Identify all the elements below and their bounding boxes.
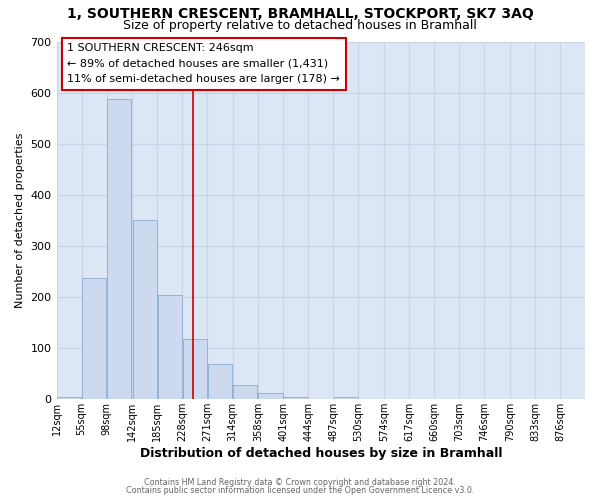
Text: Contains HM Land Registry data © Crown copyright and database right 2024.: Contains HM Land Registry data © Crown c… bbox=[144, 478, 456, 487]
Bar bbox=[283, 396, 308, 400]
Bar bbox=[182, 339, 207, 400]
Bar bbox=[208, 364, 232, 400]
Text: Size of property relative to detached houses in Bramhall: Size of property relative to detached ho… bbox=[123, 18, 477, 32]
Bar bbox=[259, 392, 283, 400]
Bar bbox=[133, 220, 157, 400]
Bar bbox=[107, 98, 131, 400]
Bar bbox=[57, 396, 82, 400]
Text: 1, SOUTHERN CRESCENT, BRAMHALL, STOCKPORT, SK7 3AQ: 1, SOUTHERN CRESCENT, BRAMHALL, STOCKPOR… bbox=[67, 8, 533, 22]
X-axis label: Distribution of detached houses by size in Bramhall: Distribution of detached houses by size … bbox=[140, 447, 502, 460]
Text: 1 SOUTHERN CRESCENT: 246sqm
← 89% of detached houses are smaller (1,431)
11% of : 1 SOUTHERN CRESCENT: 246sqm ← 89% of det… bbox=[67, 44, 340, 84]
Bar bbox=[334, 396, 358, 400]
Bar bbox=[82, 278, 106, 400]
Bar bbox=[158, 294, 182, 400]
Y-axis label: Number of detached properties: Number of detached properties bbox=[15, 132, 25, 308]
Bar bbox=[233, 386, 257, 400]
Text: Contains public sector information licensed under the Open Government Licence v3: Contains public sector information licen… bbox=[126, 486, 474, 495]
